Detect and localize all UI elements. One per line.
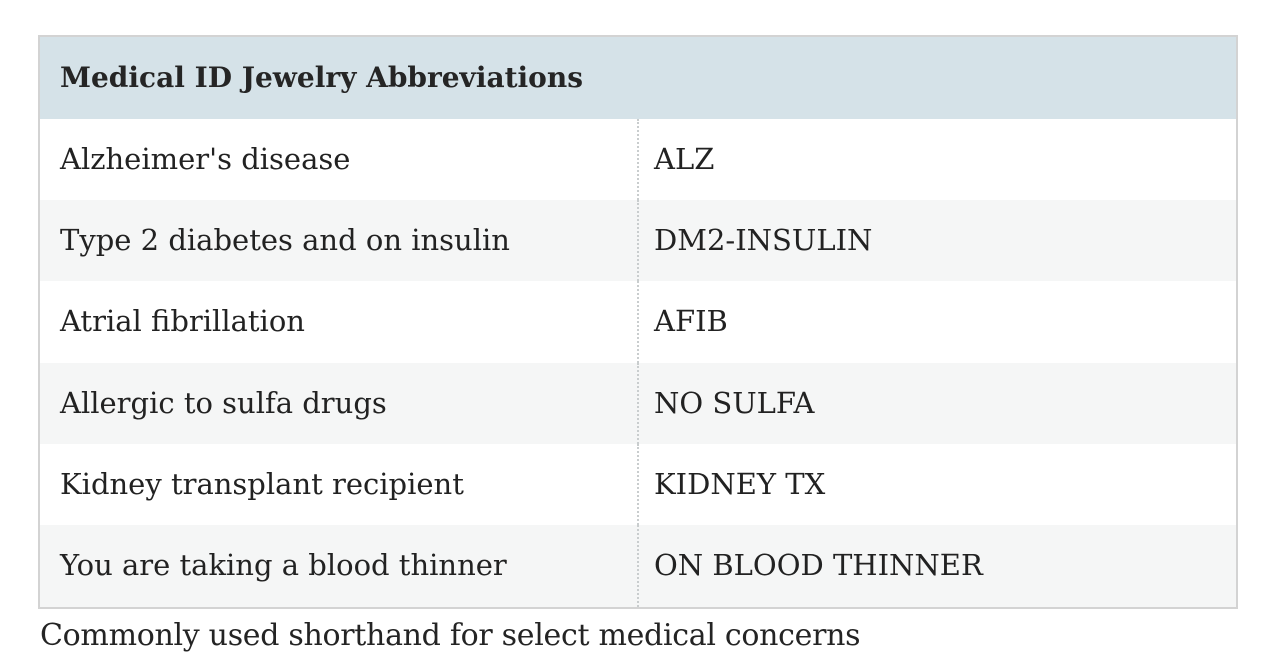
table-row: Type 2 diabetes and on insulin DM2-INSULI… xyxy=(39,199,1237,282)
condition-cell: Alzheimer's disease xyxy=(39,118,638,200)
medical-abbreviations-table: Medical ID Jewelry Abbreviations Alzheim… xyxy=(38,35,1238,609)
table-body: Alzheimer's disease ALZ Type 2 diabetes an… xyxy=(39,118,1237,608)
table-row: Kidney transplant recipient KIDNEY TX xyxy=(39,443,1237,526)
table-caption: Commonly used shorthand for select medic… xyxy=(40,617,861,653)
table-row: Allergic to sulfa drugs NO SULFA xyxy=(39,362,1237,444)
table-row: Atrial fibrillation AFIB xyxy=(39,281,1237,363)
condition-cell: You are taking a blood thinner xyxy=(39,525,638,608)
content-area: Medical ID Jewelry Abbreviations Alzheim… xyxy=(38,35,1238,653)
table-header-row: Medical ID Jewelry Abbreviations xyxy=(39,36,1237,119)
table-header: Medical ID Jewelry Abbreviations xyxy=(39,36,1237,119)
condition-cell: Type 2 diabetes and on insulin xyxy=(39,199,638,282)
condition-cell: Kidney transplant recipient xyxy=(39,443,638,526)
abbreviation-cell: DM2-INSULIN xyxy=(637,199,1237,282)
abbreviation-cell: NO SULFA xyxy=(637,362,1237,444)
table-row: You are taking a blood thinner ON BLOOD T… xyxy=(39,525,1237,608)
table-title: Medical ID Jewelry Abbreviations xyxy=(39,36,1237,119)
abbreviation-cell: ON BLOOD THINNER xyxy=(637,525,1237,608)
abbreviation-cell: KIDNEY TX xyxy=(637,443,1237,526)
table-row: Alzheimer's disease ALZ xyxy=(39,118,1237,200)
abbreviation-cell: ALZ xyxy=(637,118,1237,200)
abbreviation-cell: AFIB xyxy=(637,281,1237,363)
condition-cell: Allergic to sulfa drugs xyxy=(39,362,638,444)
condition-cell: Atrial fibrillation xyxy=(39,281,638,363)
